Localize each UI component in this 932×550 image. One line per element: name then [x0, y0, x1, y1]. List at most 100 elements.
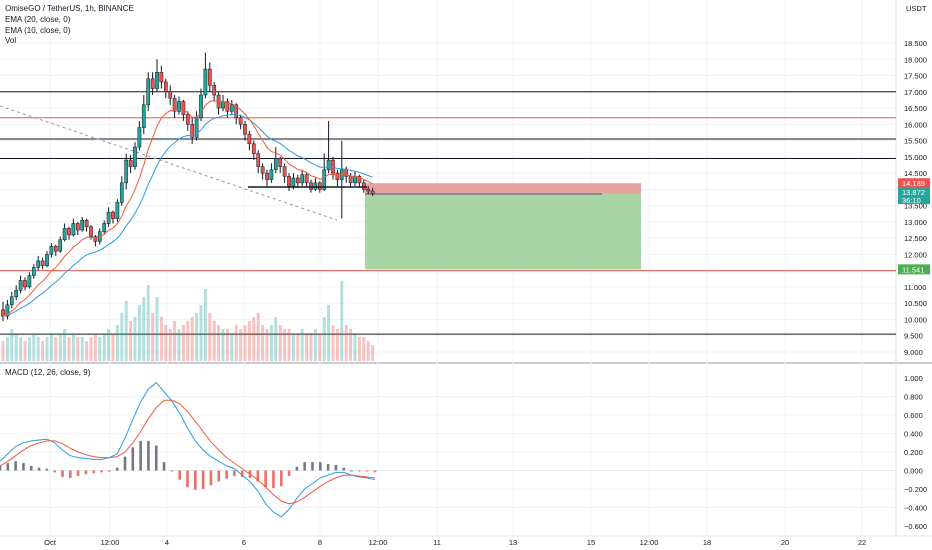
- time-tick-label: 18: [703, 538, 711, 547]
- macd-histogram-bar: [358, 470, 361, 472]
- candle-body: [133, 146, 137, 167]
- volume-bar: [344, 325, 348, 361]
- macd-histogram-bar: [53, 470, 56, 473]
- volume-bar: [269, 325, 273, 361]
- volume-bar: [32, 333, 36, 361]
- macd-histogram-bar: [45, 468, 49, 471]
- macd-histogram-bar: [186, 470, 189, 488]
- currency-label: USDT: [906, 4, 927, 13]
- trend-line[interactable]: [0, 105, 338, 221]
- macd-tick-label: 0.800: [904, 393, 923, 402]
- price-tick-label: 12.000: [904, 250, 927, 259]
- candle-body: [273, 158, 278, 171]
- candle-body: [168, 91, 173, 99]
- candle-body: [190, 124, 195, 138]
- price-tick-label: 10.500: [904, 299, 927, 308]
- volume-bar: [199, 305, 203, 361]
- candle-body: [75, 223, 80, 231]
- volume-bar: [305, 333, 309, 361]
- macd-pane[interactable]: [0, 364, 896, 536]
- volume-bar: [274, 317, 278, 361]
- horizontal-levels[interactable]: [0, 91, 896, 335]
- volume-bar: [265, 329, 269, 361]
- candle-body: [278, 158, 283, 167]
- macd-histogram-bar: [170, 470, 174, 472]
- volume-bar: [115, 325, 119, 361]
- candle-body: [181, 101, 186, 115]
- macd-histogram-bar: [92, 470, 96, 474]
- volume-bar: [322, 317, 326, 361]
- candle-body: [309, 182, 313, 190]
- ema-10-line: [2, 99, 373, 317]
- macd-histogram-bar: [131, 447, 135, 471]
- macd-histogram-bar: [201, 470, 205, 489]
- macd-histogram-bar: [69, 470, 72, 478]
- candle-body: [326, 159, 331, 171]
- stop-price-tag: 14.189: [902, 179, 925, 188]
- candle-body: [137, 127, 142, 148]
- candle-body: [14, 289, 19, 297]
- volume-bar: [45, 337, 49, 361]
- volume-bar: [41, 341, 45, 361]
- price-tick-label: 17.500: [904, 72, 927, 81]
- candle-body: [243, 124, 247, 135]
- volume-bar: [5, 337, 9, 361]
- volume-bar: [98, 337, 102, 361]
- target-price-tag-bg: [898, 264, 930, 275]
- candle-body: [5, 304, 10, 317]
- volume-bar: [203, 289, 207, 361]
- macd-legend[interactable]: MACD (12, 26, close, 9): [5, 368, 91, 377]
- candle-body: [361, 182, 366, 190]
- volume-bar: [1, 341, 5, 361]
- macd-histogram-bar: [350, 470, 353, 472]
- macd-histogram-bar: [319, 462, 322, 471]
- target-price-tag: 11.541: [902, 265, 924, 274]
- price-pane[interactable]: [0, 0, 896, 362]
- candle-body: [141, 104, 146, 128]
- price-tick-label: 16.000: [904, 120, 927, 129]
- macd-histogram-bar: [37, 467, 41, 471]
- volume-legend[interactable]: Vol: [5, 36, 17, 45]
- candle-body: [119, 182, 124, 203]
- macd-histogram-bar: [264, 470, 267, 488]
- current-price-tag-bg: [898, 187, 930, 204]
- candle-body: [58, 239, 63, 252]
- time-tick-label: 11: [433, 538, 441, 547]
- macd-axis[interactable]: 1.000 0.800 0.600 0.400 0.200 0.000 −0.200 −0.4…: [904, 374, 927, 531]
- candle-body: [234, 104, 239, 119]
- candle-body: [366, 189, 371, 192]
- short-position-tool[interactable]: [365, 183, 641, 270]
- macd-histogram-bar: [76, 470, 80, 477]
- candle-body: [287, 176, 291, 187]
- macd-histogram-bar: [240, 470, 244, 477]
- macd-line: [0, 381, 376, 518]
- candle-body: [370, 190, 375, 194]
- symbol-title[interactable]: OmiseGO / TetherUS, 1h, BINANCE: [5, 4, 134, 13]
- volume-bar: [261, 325, 265, 361]
- macd-histogram-bar: [334, 464, 338, 471]
- ema-10-legend[interactable]: EMA (10, close, 0): [5, 26, 71, 35]
- volume-bar: [362, 337, 366, 361]
- time-axis[interactable]: Oct 12:00 4 6 8 12:00 11 13 15 12:00 18 20 22: [44, 538, 866, 547]
- candle-body: [247, 133, 252, 145]
- volume-bar: [208, 313, 212, 361]
- macd-histogram-bar: [287, 470, 291, 477]
- volume-bar: [331, 325, 335, 361]
- volume-bar: [58, 333, 62, 361]
- time-tick-label: 20: [781, 538, 789, 547]
- price-tick-label: 17.000: [904, 88, 927, 97]
- volume-bar: [71, 333, 75, 361]
- volume-bar: [353, 333, 357, 361]
- time-tick-label: 12:00: [640, 538, 659, 547]
- volume-bar: [85, 341, 89, 361]
- volume-bar: [318, 333, 322, 361]
- candle-body: [45, 254, 49, 267]
- volume-bar: [36, 337, 40, 361]
- time-tick-label: 12:00: [101, 538, 120, 547]
- macd-histogram-bar: [29, 465, 33, 471]
- macd-histogram-bar: [225, 470, 228, 479]
- macd-histogram-bar: [108, 470, 111, 472]
- ema-20-legend[interactable]: EMA (20, close, 0): [5, 15, 71, 24]
